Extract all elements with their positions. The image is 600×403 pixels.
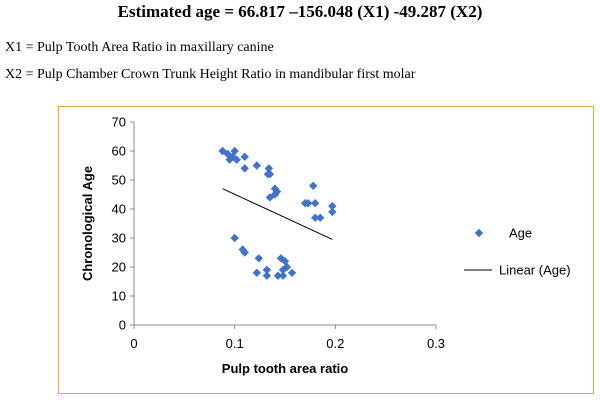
data-point: [311, 213, 320, 222]
data-point: [328, 201, 337, 211]
data-point: [278, 271, 288, 280]
y-tick-label: 10: [112, 289, 126, 304]
equation-title: Estimated age = 66.817 –156.048 (X1) -49…: [117, 2, 483, 21]
y-tick-label: 60: [112, 144, 126, 159]
data-point: [225, 155, 234, 164]
trendline: [222, 188, 333, 240]
data-point: [240, 248, 249, 257]
data-point: [230, 233, 239, 243]
x-tick-label: 0.2: [326, 336, 344, 351]
data-point: [218, 146, 227, 156]
x1-definition: X1 = Pulp Tooth Area Ratio in maxillary …: [5, 40, 274, 55]
data-point: [240, 152, 249, 161]
y-tick-label: 40: [112, 202, 126, 217]
data-point: [273, 271, 283, 280]
data-point: [264, 164, 274, 173]
scatter-chart-frame: 0 10 20 30 40 50 60 70 0 0.1 0.2 0.3 Pulp tooth area…: [58, 106, 594, 394]
legend-marker-age: [474, 228, 484, 238]
x-tick-label: 0.1: [226, 336, 244, 351]
x-tick-label: 0: [130, 336, 137, 351]
data-point: [272, 187, 282, 196]
data-point: [223, 149, 232, 159]
scatter-chart: 0 10 20 30 40 50 60 70 0 0.1 0.2 0.3 Pulp tooth area…: [80, 115, 571, 377]
data-point: [328, 207, 337, 217]
data-point: [262, 271, 272, 280]
data-point: [308, 181, 318, 190]
data-point: [287, 268, 297, 277]
data-point: [252, 268, 262, 277]
y-tick-label: 30: [112, 231, 126, 246]
data-point: [240, 164, 249, 173]
y-axis-title: Chronological Age: [80, 166, 95, 281]
data-point: [262, 265, 272, 275]
legend-label-linear: Linear (Age): [499, 263, 571, 278]
y-tick-label: 20: [112, 260, 126, 275]
legend-label-age: Age: [509, 226, 532, 241]
data-point: [311, 199, 320, 208]
y-tick-label: 50: [112, 173, 126, 188]
y-tick-label: 0: [119, 318, 126, 333]
data-point: [254, 254, 264, 263]
data-point: [316, 213, 325, 222]
y-tick-label: 70: [112, 115, 126, 130]
x-axis-title: Pulp tooth area ratio: [222, 361, 348, 376]
data-point: [252, 161, 262, 170]
data-point: [303, 199, 313, 208]
x2-definition: X2 = Pulp Chamber Crown Trunk Height Rat…: [5, 67, 416, 82]
data-point: [265, 170, 275, 179]
data-point: [232, 155, 241, 164]
x-tick-label: 0.3: [427, 336, 445, 351]
